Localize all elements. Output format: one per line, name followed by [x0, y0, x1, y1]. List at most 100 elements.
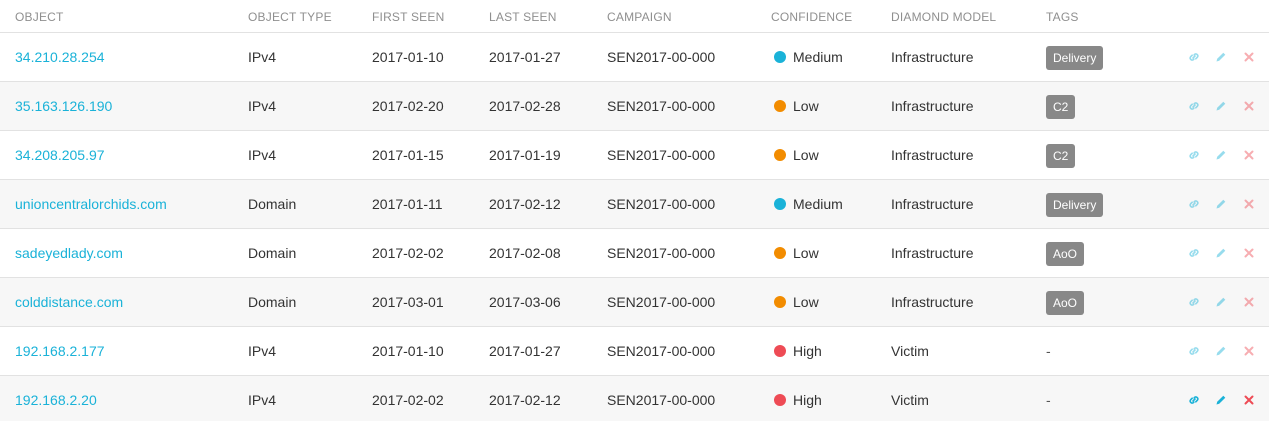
object-link[interactable]: sadeyedlady.com	[15, 229, 123, 277]
tags: AoO	[1046, 278, 1084, 326]
object-link[interactable]: colddistance.com	[15, 278, 123, 326]
no-tag: -	[1046, 392, 1051, 408]
confidence-label: Low	[793, 245, 819, 261]
confidence-dot-icon	[774, 247, 786, 259]
object-link[interactable]: 192.168.2.20	[15, 376, 97, 421]
object-link[interactable]: 192.168.2.177	[15, 327, 105, 375]
confidence: Medium	[774, 180, 843, 228]
table-row[interactable]: 34.208.205.97 IPv4 2017-01-15 2017-01-19 SEN…	[0, 131, 1269, 180]
link-icon[interactable]	[1187, 99, 1201, 113]
campaign: SEN2017-00-000	[607, 82, 715, 130]
row-actions	[1184, 229, 1264, 277]
delete-x-icon[interactable]	[1242, 393, 1256, 407]
tag-badge[interactable]: Delivery	[1046, 46, 1103, 70]
row-actions	[1184, 278, 1264, 326]
delete-x-icon[interactable]	[1242, 295, 1256, 309]
tag-badge[interactable]: AoO	[1046, 242, 1084, 266]
tag-badge[interactable]: AoO	[1046, 291, 1084, 315]
last-seen: 2017-02-12	[489, 180, 561, 228]
edit-pencil-icon[interactable]	[1214, 148, 1228, 162]
table-row[interactable]: 192.168.2.177 IPv4 2017-01-10 2017-01-27 SEN…	[0, 327, 1269, 376]
table-row[interactable]: 35.163.126.190 IPv4 2017-02-20 2017-02-28 SE…	[0, 82, 1269, 131]
edit-pencil-icon[interactable]	[1214, 246, 1228, 260]
table-header: OBJECT OBJECT TYPE FIRST SEEN LAST SEEN …	[0, 0, 1269, 33]
tags: C2	[1046, 131, 1075, 179]
campaign: SEN2017-00-000	[607, 33, 715, 81]
campaign: SEN2017-00-000	[607, 229, 715, 277]
confidence-label: Low	[793, 147, 819, 163]
campaign: SEN2017-00-000	[607, 278, 715, 326]
confidence-dot-icon	[774, 149, 786, 161]
last-seen: 2017-02-28	[489, 82, 561, 130]
last-seen: 2017-03-06	[489, 278, 561, 326]
table-row[interactable]: 192.168.2.20 IPv4 2017-02-02 2017-02-12 SEN2…	[0, 376, 1269, 421]
diamond-model: Infrastructure	[891, 278, 973, 326]
campaign: SEN2017-00-000	[607, 131, 715, 179]
last-seen: 2017-02-08	[489, 229, 561, 277]
link-icon[interactable]	[1187, 50, 1201, 64]
row-actions	[1184, 180, 1264, 228]
tags: C2	[1046, 82, 1075, 130]
edit-pencil-icon[interactable]	[1214, 99, 1228, 113]
object-type: IPv4	[248, 82, 276, 130]
delete-x-icon[interactable]	[1242, 197, 1256, 211]
diamond-model: Infrastructure	[891, 180, 973, 228]
object-type: IPv4	[248, 33, 276, 81]
last-seen: 2017-01-27	[489, 33, 561, 81]
table-row[interactable]: 34.210.28.254 IPv4 2017-01-10 2017-01-27 SEN…	[0, 33, 1269, 82]
link-icon[interactable]	[1187, 197, 1201, 211]
edit-pencil-icon[interactable]	[1214, 393, 1228, 407]
link-icon[interactable]	[1187, 344, 1201, 358]
edit-pencil-icon[interactable]	[1214, 344, 1228, 358]
confidence-label: High	[793, 392, 822, 408]
header-last-seen[interactable]: LAST SEEN	[489, 10, 557, 24]
delete-x-icon[interactable]	[1242, 99, 1256, 113]
object-type: Domain	[248, 180, 296, 228]
tag-badge[interactable]: C2	[1046, 95, 1075, 119]
object-type: IPv4	[248, 131, 276, 179]
last-seen: 2017-02-12	[489, 376, 561, 421]
edit-pencil-icon[interactable]	[1214, 295, 1228, 309]
object-link[interactable]: 35.163.126.190	[15, 82, 112, 130]
tags: Delivery	[1046, 33, 1103, 81]
tags: AoO	[1046, 229, 1084, 277]
object-link[interactable]: 34.210.28.254	[15, 33, 105, 81]
delete-x-icon[interactable]	[1242, 148, 1256, 162]
diamond-model: Infrastructure	[891, 131, 973, 179]
first-seen: 2017-02-02	[372, 376, 444, 421]
header-campaign[interactable]: CAMPAIGN	[607, 10, 672, 24]
tag-badge[interactable]: C2	[1046, 144, 1075, 168]
tag-badge[interactable]: Delivery	[1046, 193, 1103, 217]
first-seen: 2017-01-10	[372, 33, 444, 81]
header-object[interactable]: OBJECT	[15, 10, 64, 24]
confidence-dot-icon	[774, 394, 786, 406]
edit-pencil-icon[interactable]	[1214, 50, 1228, 64]
table-row[interactable]: unioncentralorchids.com Domain 2017-01-11 2…	[0, 180, 1269, 229]
header-first-seen[interactable]: FIRST SEEN	[372, 10, 444, 24]
tags: -	[1046, 327, 1051, 375]
tags: Delivery	[1046, 180, 1103, 228]
delete-x-icon[interactable]	[1242, 50, 1256, 64]
delete-x-icon[interactable]	[1242, 246, 1256, 260]
link-icon[interactable]	[1187, 295, 1201, 309]
object-link[interactable]: unioncentralorchids.com	[15, 180, 167, 228]
confidence-dot-icon	[774, 296, 786, 308]
confidence-dot-icon	[774, 198, 786, 210]
table-row[interactable]: sadeyedlady.com Domain 2017-02-02 2017-02-0…	[0, 229, 1269, 278]
link-icon[interactable]	[1187, 393, 1201, 407]
link-icon[interactable]	[1187, 246, 1201, 260]
object-link[interactable]: 34.208.205.97	[15, 131, 105, 179]
table-row[interactable]: colddistance.com Domain 2017-03-01 2017-03-…	[0, 278, 1269, 327]
delete-x-icon[interactable]	[1242, 344, 1256, 358]
edit-pencil-icon[interactable]	[1214, 197, 1228, 211]
diamond-model: Infrastructure	[891, 82, 973, 130]
header-diamond-model[interactable]: DIAMOND MODEL	[891, 10, 996, 24]
header-object-type[interactable]: OBJECT TYPE	[248, 10, 332, 24]
row-actions	[1184, 82, 1264, 130]
tags: -	[1046, 376, 1051, 421]
first-seen: 2017-02-20	[372, 82, 444, 130]
header-tags[interactable]: TAGS	[1046, 10, 1079, 24]
header-confidence[interactable]: CONFIDENCE	[771, 10, 852, 24]
link-icon[interactable]	[1187, 148, 1201, 162]
confidence: High	[774, 327, 822, 375]
